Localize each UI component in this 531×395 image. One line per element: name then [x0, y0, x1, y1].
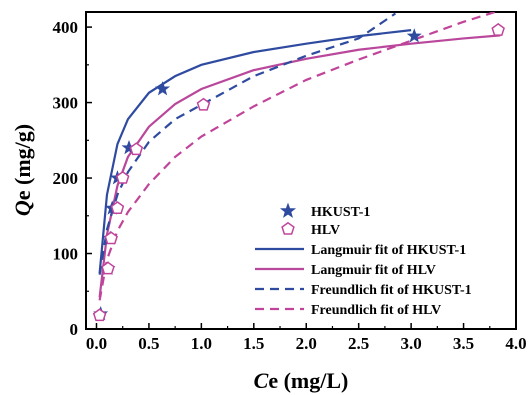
y-axis-title-rest: e (mg/g)	[10, 124, 35, 200]
x-axis-title-italic: C	[254, 368, 269, 393]
fit-lines	[98, 12, 501, 301]
pentagon-marker	[491, 22, 505, 36]
y-tick-label: 0	[70, 320, 79, 339]
legend-label-langmuir-hlv: Langmuir fit of HLV	[311, 263, 436, 278]
plot-area-frame	[85, 11, 517, 330]
x-tick-label: 0.0	[86, 334, 107, 353]
series-line-2	[98, 29, 412, 274]
x-tick-label: 3.5	[453, 334, 474, 353]
y-tick-label: 100	[53, 245, 79, 264]
x-axis-title: Ce (mg/L)	[254, 368, 349, 393]
legend: HKUST-1 HLV Langmuir fit of HKUST-1 Lang…	[255, 202, 472, 318]
legend-label-freundlich-hlv: Freundlich fit of HLV	[311, 303, 441, 318]
legend-label-langmuir-hkust1: Langmuir fit of HKUST-1	[311, 243, 466, 258]
star-marker	[406, 28, 422, 43]
axis-ticks: 0.0 0.5 1.0 1.5 2.0 2.5 3.0 3.5 4.0 0 100 200 300 400	[53, 18, 527, 353]
pentagon-marker	[115, 170, 130, 184]
pentagon-marker	[92, 308, 107, 322]
legend-label-hkust1: HKUST-1	[311, 205, 370, 220]
legend-star-marker	[279, 202, 297, 218]
x-tick-label: 0.5	[138, 334, 159, 353]
legend-label-freundlich-hkust1: Freundlich fit of HKUST-1	[311, 283, 472, 298]
series-line-3	[98, 34, 501, 298]
pentagon-marker	[110, 201, 125, 214]
legend-item-langmuir-hlv: Langmuir fit of HLV	[255, 263, 436, 278]
x-tick-label: 2.5	[348, 334, 369, 353]
legend-item-freundlich-hkust1: Freundlich fit of HKUST-1	[255, 283, 472, 298]
x-tick-label: 2.0	[296, 334, 317, 353]
x-axis-title-rest: e (mg/L)	[268, 368, 348, 393]
y-axis-title: Qe (mg/g)	[10, 124, 35, 216]
pentagon-marker	[101, 261, 115, 275]
y-tick-label: 400	[53, 18, 79, 37]
legend-item-freundlich-hlv: Freundlich fit of HLV	[255, 303, 441, 318]
legend-item-langmuir-hkust1: Langmuir fit of HKUST-1	[255, 243, 466, 258]
y-axis-title-italic: Q	[10, 200, 35, 216]
legend-label-hlv: HLV	[311, 223, 340, 238]
legend-item-hlv: HLV	[281, 221, 340, 238]
x-tick-label: 1.0	[191, 334, 212, 353]
pentagon-marker	[129, 142, 144, 156]
pentagon-marker	[196, 97, 211, 111]
legend-item-hkust1: HKUST-1	[279, 202, 370, 220]
data-markers	[92, 22, 505, 322]
series-line-5	[98, 12, 496, 301]
y-tick-label: 300	[53, 94, 79, 113]
x-tick-label: 1.5	[243, 334, 264, 353]
x-tick-label: 4.0	[505, 334, 526, 353]
y-tick-label: 200	[53, 169, 79, 188]
star-marker	[155, 81, 171, 96]
pentagon-marker	[104, 231, 118, 245]
legend-pentagon-marker	[281, 221, 295, 235]
x-tick-label: 3.0	[400, 334, 421, 353]
